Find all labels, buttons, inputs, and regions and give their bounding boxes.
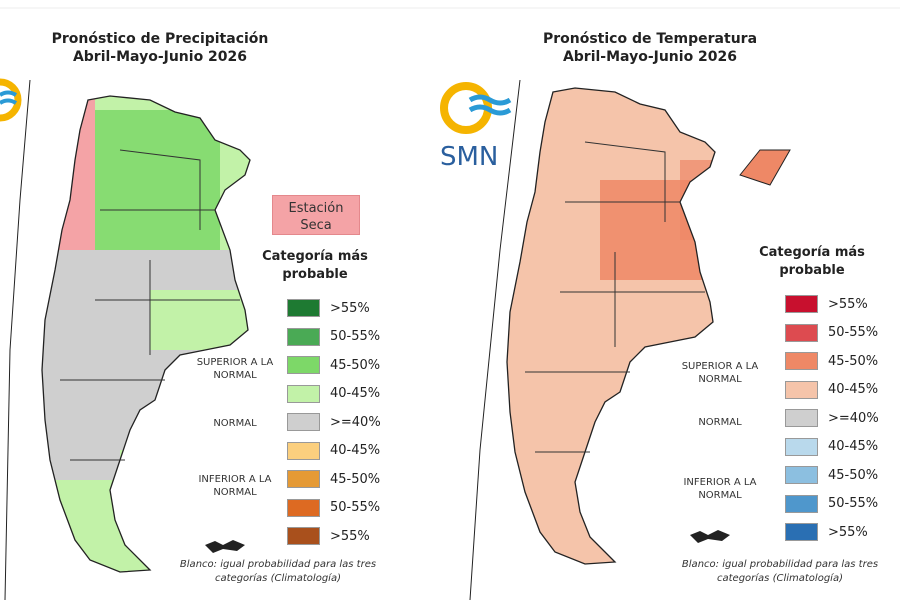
legend-swatch — [785, 352, 818, 370]
legend-label: >55% — [828, 296, 868, 312]
legend-item: 45-50% — [287, 356, 380, 374]
temp-legend-title: Categoría más probable — [752, 244, 872, 280]
smn-logo-right — [440, 82, 512, 134]
legend-label: 50-55% — [330, 500, 381, 515]
legend-swatch — [287, 384, 320, 403]
legend-label: >=40% — [828, 410, 879, 426]
legend-item: 40-45% — [287, 441, 381, 460]
precip-note: Blanco: igual probabilidad para las tres… — [179, 559, 377, 584]
legend-item: 40-45% — [785, 437, 879, 456]
legend-label: 50-55% — [828, 496, 879, 511]
temp-title-line2: Abril-Mayo-Junio 2026 — [562, 49, 738, 65]
legend-label: >=40% — [330, 414, 381, 430]
malvinas-right — [690, 530, 730, 543]
precip-cat-below: INFERIOR A LA NORMAL — [198, 474, 272, 498]
precip-title-line1: Pronóstico de Precipitación — [51, 31, 269, 47]
legend-swatch — [785, 380, 818, 399]
legend-item: 40-45% — [785, 380, 879, 399]
precip-title: Pronóstico de Precipitación Abril-Mayo-J… — [20, 30, 300, 66]
legend-label: 40-45% — [330, 386, 381, 401]
legend-swatch — [287, 527, 320, 545]
legend-label: >55% — [330, 300, 370, 316]
smn-logo-left — [0, 78, 22, 122]
legend-item: >55% — [287, 299, 370, 317]
legend-item: >55% — [785, 523, 868, 541]
legend-swatch — [785, 494, 818, 513]
legend-swatch — [785, 466, 818, 484]
malvinas-left — [205, 540, 245, 553]
dry-season-label: Estación Seca — [272, 195, 360, 235]
legend-item: 50-55% — [785, 323, 879, 342]
smn-logo-text: SMN — [440, 142, 499, 172]
legend-swatch — [287, 299, 320, 317]
precip-province-borders — [60, 149, 240, 461]
legend-swatch — [287, 327, 320, 346]
precip-legend-title: Categoría más probable — [255, 248, 375, 284]
precip-legend-title-line2: probable — [282, 267, 348, 282]
legend-swatch — [287, 413, 320, 431]
legend-swatch — [287, 356, 320, 374]
legend-label: 50-55% — [330, 329, 381, 344]
precip-title-line2: Abril-Mayo-Junio 2026 — [72, 49, 248, 65]
legend-label: 40-45% — [330, 443, 381, 458]
legend-item: 45-50% — [287, 470, 380, 488]
temp-cat-normal: NORMAL — [698, 417, 742, 428]
temp-province-borders — [525, 141, 705, 453]
precip-cat-normal: NORMAL — [213, 418, 257, 429]
legend-item: 40-45% — [287, 384, 381, 403]
precip-cat-above: SUPERIOR A LA NORMAL — [196, 357, 274, 381]
legend-label: 45-50% — [330, 357, 381, 373]
temp-legend-title-line2: probable — [779, 263, 845, 278]
legend-swatch — [785, 437, 818, 456]
legend-label: >55% — [330, 528, 370, 544]
chile-border-left — [4, 79, 31, 600]
legend-label: 40-45% — [828, 382, 879, 397]
legend-item: 50-55% — [287, 327, 381, 346]
legend-label: 45-50% — [330, 471, 381, 487]
temp-cat-above: SUPERIOR A LA NORMAL — [681, 361, 759, 385]
legend-item: >=40% — [785, 409, 879, 427]
legend-swatch — [287, 470, 320, 488]
legend-item: >55% — [287, 527, 370, 545]
legend-swatch — [785, 295, 818, 313]
legend-swatch — [785, 323, 818, 342]
legend-item: 50-55% — [785, 494, 879, 513]
legend-swatch — [287, 441, 320, 460]
legend-item: >55% — [785, 295, 868, 313]
precip-legend-title-line1: Categoría más — [262, 249, 368, 264]
chile-border-right — [469, 79, 521, 600]
legend-item: 45-50% — [785, 466, 878, 484]
temp-map — [507, 88, 715, 564]
temp-note: Blanco: igual probabilidad para las tres… — [681, 559, 879, 584]
legend-item: 45-50% — [785, 352, 878, 370]
temp-misiones — [739, 149, 791, 186]
temp-cat-below: INFERIOR A LA NORMAL — [683, 477, 757, 501]
legend-label: >55% — [828, 524, 868, 540]
temp-title: Pronóstico de Temperatura Abril-Mayo-Jun… — [510, 30, 790, 66]
temp-legend-title-line1: Categoría más — [759, 245, 865, 260]
legend-label: 45-50% — [828, 467, 879, 483]
legend-swatch — [287, 498, 320, 517]
legend-item: 50-55% — [287, 498, 381, 517]
legend-label: 45-50% — [828, 353, 879, 369]
legend-item: >=40% — [287, 413, 381, 431]
legend-swatch — [785, 523, 818, 541]
legend-label: 50-55% — [828, 325, 879, 340]
legend-swatch — [785, 409, 818, 427]
temp-title-line1: Pronóstico de Temperatura — [542, 31, 758, 47]
legend-label: 40-45% — [828, 439, 879, 454]
